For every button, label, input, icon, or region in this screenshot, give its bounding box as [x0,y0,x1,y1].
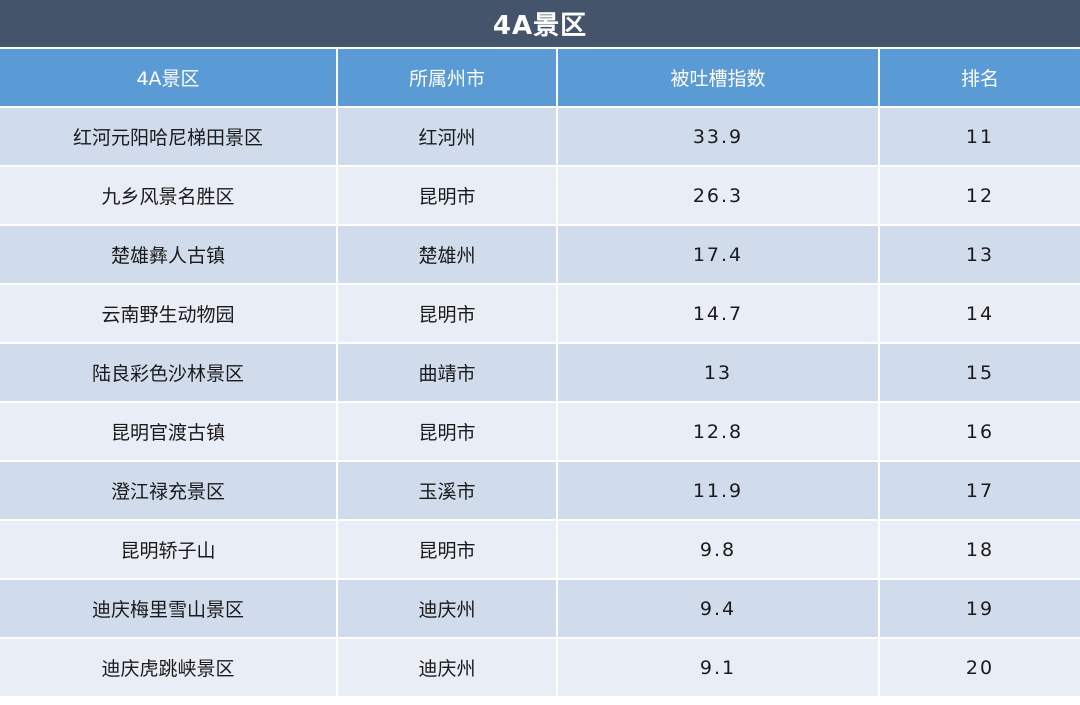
cell-scenic-area: 红河元阳哈尼梯田景区 [0,108,338,165]
table-row: 昆明官渡古镇 昆明市 12.8 16 [0,403,1080,462]
cell-rank: 20 [880,639,1080,696]
cell-rank: 18 [880,521,1080,578]
table-row: 九乡风景名胜区 昆明市 26.3 12 [0,167,1080,226]
cell-city: 昆明市 [338,285,558,342]
cell-rank: 13 [880,226,1080,283]
cell-scenic-area: 迪庆虎跳峡景区 [0,639,338,696]
table-row: 迪庆虎跳峡景区 迪庆州 9.1 20 [0,639,1080,698]
cell-rank: 14 [880,285,1080,342]
page-title: 4A景区 [0,0,1080,47]
cell-city: 昆明市 [338,521,558,578]
cell-rank: 19 [880,580,1080,637]
cell-complaint-index: 9.1 [558,639,880,696]
header-city: 所属州市 [338,49,558,106]
cell-rank: 17 [880,462,1080,519]
scenic-ranking-table: 4A景区 所属州市 被吐槽指数 排名 红河元阳哈尼梯田景区 红河州 33.9 1… [0,47,1080,698]
cell-complaint-index: 17.4 [558,226,880,283]
header-scenic-area: 4A景区 [0,49,338,106]
cell-city: 迪庆州 [338,580,558,637]
cell-city: 红河州 [338,108,558,165]
table-row: 楚雄彝人古镇 楚雄州 17.4 13 [0,226,1080,285]
cell-city: 曲靖市 [338,344,558,401]
cell-scenic-area: 澄江禄充景区 [0,462,338,519]
cell-complaint-index: 33.9 [558,108,880,165]
table-row: 陆良彩色沙林景区 曲靖市 13 15 [0,344,1080,403]
cell-complaint-index: 12.8 [558,403,880,460]
cell-rank: 11 [880,108,1080,165]
header-complaint-index: 被吐槽指数 [558,49,880,106]
cell-city: 玉溪市 [338,462,558,519]
table-row: 红河元阳哈尼梯田景区 红河州 33.9 11 [0,108,1080,167]
cell-complaint-index: 26.3 [558,167,880,224]
cell-rank: 12 [880,167,1080,224]
cell-city: 昆明市 [338,167,558,224]
cell-complaint-index: 9.8 [558,521,880,578]
table-row: 昆明轿子山 昆明市 9.8 18 [0,521,1080,580]
cell-rank: 16 [880,403,1080,460]
cell-complaint-index: 11.9 [558,462,880,519]
table-row: 迪庆梅里雪山景区 迪庆州 9.4 19 [0,580,1080,639]
cell-complaint-index: 9.4 [558,580,880,637]
table-row: 澄江禄充景区 玉溪市 11.9 17 [0,462,1080,521]
cell-rank: 15 [880,344,1080,401]
cell-scenic-area: 迪庆梅里雪山景区 [0,580,338,637]
cell-scenic-area: 楚雄彝人古镇 [0,226,338,283]
cell-scenic-area: 昆明官渡古镇 [0,403,338,460]
cell-city: 昆明市 [338,403,558,460]
cell-scenic-area: 云南野生动物园 [0,285,338,342]
table-row: 云南野生动物园 昆明市 14.7 14 [0,285,1080,344]
cell-city: 迪庆州 [338,639,558,696]
cell-complaint-index: 14.7 [558,285,880,342]
cell-scenic-area: 九乡风景名胜区 [0,167,338,224]
cell-scenic-area: 陆良彩色沙林景区 [0,344,338,401]
table-header-row: 4A景区 所属州市 被吐槽指数 排名 [0,49,1080,108]
cell-complaint-index: 13 [558,344,880,401]
cell-scenic-area: 昆明轿子山 [0,521,338,578]
cell-city: 楚雄州 [338,226,558,283]
header-rank: 排名 [880,49,1080,106]
